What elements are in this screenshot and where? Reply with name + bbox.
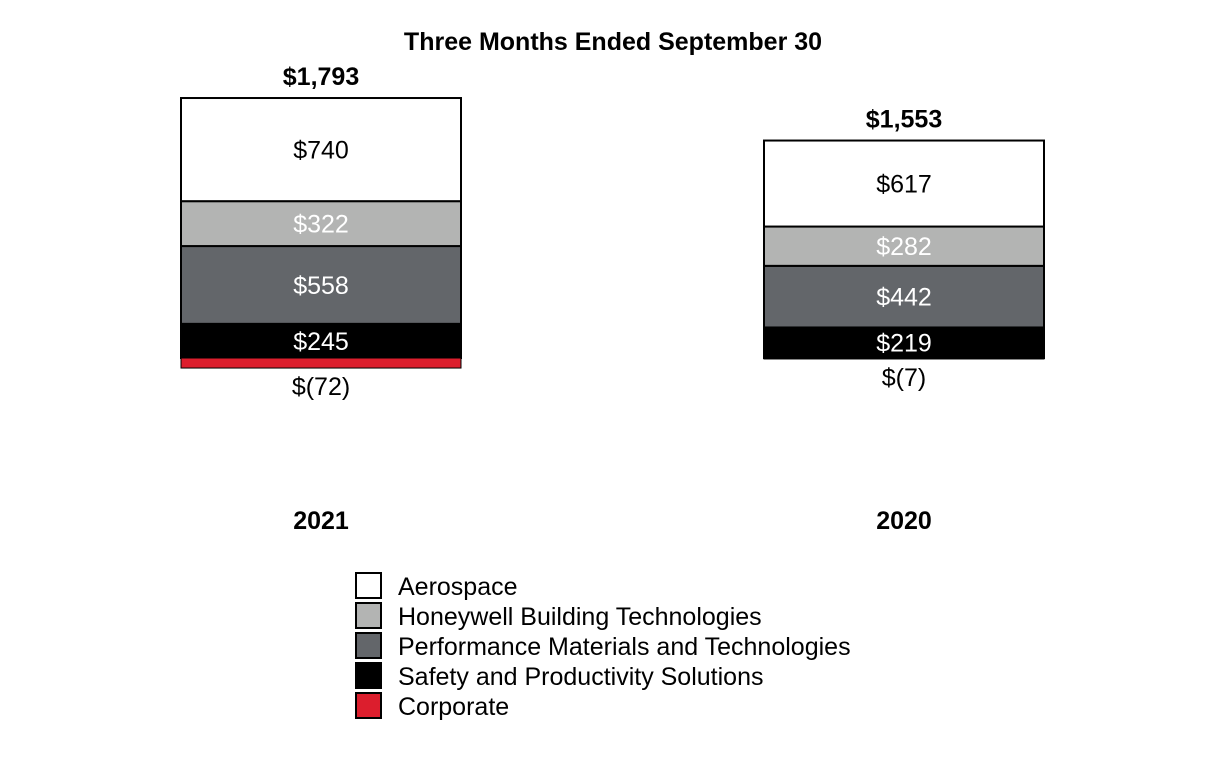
legend-swatch-aerospace bbox=[355, 572, 382, 599]
data-label-corporate-2021: $(72) bbox=[292, 373, 350, 401]
bar-segment-corporate-2021 bbox=[180, 357, 462, 369]
data-label-aerospace-2020: $617 bbox=[876, 171, 932, 199]
data-label-honeywell-building-technologies-2021: $322 bbox=[293, 211, 349, 239]
data-label-safety-and-productivity-solutions-2021: $245 bbox=[293, 328, 349, 356]
category-label-2020: 2020 bbox=[876, 507, 932, 535]
legend-label-honeywell-building-technologies: Honeywell Building Technologies bbox=[398, 603, 762, 631]
legend-swatch-corporate bbox=[355, 692, 382, 719]
total-label-2021: $1,793 bbox=[283, 63, 359, 91]
bar-segment-performance-materials-and-technologies-2020 bbox=[763, 264, 1045, 329]
category-label-2021: 2021 bbox=[293, 507, 349, 535]
data-label-corporate-2020: $(7) bbox=[882, 364, 926, 392]
legend-label-performance-materials-and-technologies: Performance Materials and Technologies bbox=[398, 633, 851, 661]
data-label-aerospace-2021: $740 bbox=[293, 137, 349, 165]
legend-label-safety-and-productivity-solutions: Safety and Productivity Solutions bbox=[398, 663, 763, 691]
legend-swatch-honeywell-building-technologies bbox=[355, 602, 382, 629]
bar-segment-safety-and-productivity-solutions-2021 bbox=[180, 322, 462, 359]
data-label-honeywell-building-technologies-2020: $282 bbox=[876, 233, 932, 261]
bar-segment-corporate-2020 bbox=[763, 357, 1045, 360]
bar-segment-aerospace-2020 bbox=[763, 139, 1045, 228]
bar-segment-performance-materials-and-technologies-2021 bbox=[180, 245, 462, 325]
legend-swatch-safety-and-productivity-solutions bbox=[355, 662, 382, 689]
data-label-performance-materials-and-technologies-2021: $558 bbox=[293, 272, 349, 300]
legend-swatch-performance-materials-and-technologies bbox=[355, 632, 382, 659]
data-label-performance-materials-and-technologies-2020: $442 bbox=[876, 284, 932, 312]
total-label-2020: $1,553 bbox=[866, 106, 942, 134]
bars-layer: $245 $558 $322 $740 $(72) $1,793 2021 $219 $442 $… bbox=[180, 63, 1045, 535]
data-label-safety-and-productivity-solutions-2020: $219 bbox=[876, 330, 932, 358]
bar-segment-honeywell-building-technologies-2020 bbox=[763, 225, 1045, 267]
legend-label-aerospace: Aerospace bbox=[398, 573, 518, 601]
legend-label-corporate: Corporate bbox=[398, 693, 509, 721]
chart-title: Three Months Ended September 30 bbox=[404, 28, 822, 56]
bar-segment-aerospace-2021 bbox=[180, 97, 462, 203]
